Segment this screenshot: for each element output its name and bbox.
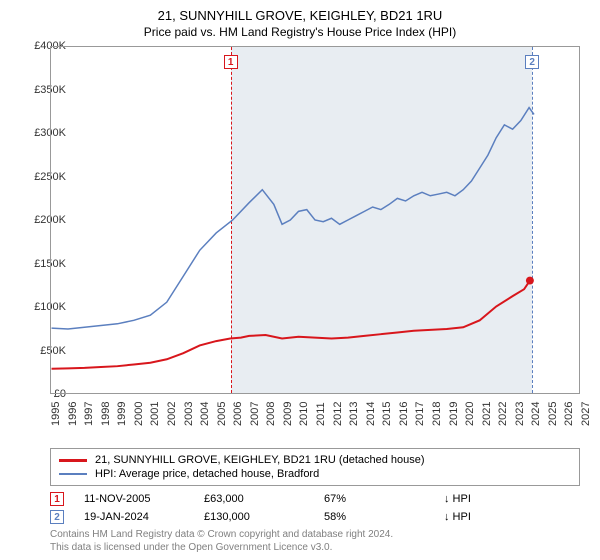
callout-marker: 1 <box>224 55 238 69</box>
x-tick-label: 2017 <box>414 402 426 426</box>
x-tick-label: 2024 <box>530 402 542 426</box>
chart-subtitle: Price paid vs. HM Land Registry's House … <box>0 23 600 43</box>
footer-attribution: Contains HM Land Registry data © Crown c… <box>50 528 580 554</box>
chart-container: 21, SUNNYHILL GROVE, KEIGHLEY, BD21 1RU … <box>0 0 600 560</box>
x-tick-label: 2006 <box>232 402 244 426</box>
transaction-price: £130,000 <box>204 511 304 523</box>
footer-line1: Contains HM Land Registry data © Crown c… <box>50 528 580 541</box>
legend-item: HPI: Average price, detached house, Brad… <box>59 467 571 481</box>
x-tick-label: 2005 <box>216 402 228 426</box>
transaction-row: 1 11-NOV-2005 £63,000 67% ↓ HPI <box>50 490 580 508</box>
x-tick-label: 2016 <box>398 402 410 426</box>
transaction-marker-box: 2 <box>50 510 64 524</box>
transaction-direction: ↓ HPI <box>444 511 471 523</box>
transaction-date: 11-NOV-2005 <box>84 493 184 505</box>
transaction-row: 2 19-JAN-2024 £130,000 58% ↓ HPI <box>50 508 580 526</box>
legend-swatch <box>59 473 87 475</box>
x-tick-label: 2020 <box>464 402 476 426</box>
x-tick-label: 2001 <box>149 402 161 426</box>
x-tick-label: 2007 <box>249 402 261 426</box>
x-tick-label: 1998 <box>100 402 112 426</box>
x-tick-label: 2008 <box>265 402 277 426</box>
x-tick-label: 2010 <box>298 402 310 426</box>
legend-label: HPI: Average price, detached house, Brad… <box>95 468 319 480</box>
x-tick-label: 2009 <box>282 402 294 426</box>
transaction-table: 1 11-NOV-2005 £63,000 67% ↓ HPI 2 19-JAN-2024 £… <box>50 490 580 526</box>
legend-item: 21, SUNNYHILL GROVE, KEIGHLEY, BD21 1RU … <box>59 453 571 467</box>
x-tick-label: 2021 <box>481 402 493 426</box>
x-tick-label: 2027 <box>580 402 592 426</box>
x-tick-label: 2025 <box>547 402 559 426</box>
legend: 21, SUNNYHILL GROVE, KEIGHLEY, BD21 1RU … <box>50 448 580 486</box>
x-tick-label: 2018 <box>431 402 443 426</box>
x-tick-label: 2013 <box>348 402 360 426</box>
transaction-pct: 67% <box>324 493 424 505</box>
series-line-price_paid <box>52 281 530 369</box>
x-tick-label: 2004 <box>199 402 211 426</box>
x-tick-label: 2019 <box>448 402 460 426</box>
x-tick-label: 2003 <box>183 402 195 426</box>
plot-box: 12 <box>50 46 580 394</box>
x-tick-label: 2014 <box>365 402 377 426</box>
transaction-marker-box: 1 <box>50 492 64 506</box>
transaction-date: 19-JAN-2024 <box>84 511 184 523</box>
plot-svg <box>51 47 579 393</box>
transaction-pct: 58% <box>324 511 424 523</box>
x-tick-label: 2023 <box>514 402 526 426</box>
series-line-hpi <box>52 108 534 329</box>
transaction-price: £63,000 <box>204 493 304 505</box>
x-tick-label: 2012 <box>332 402 344 426</box>
x-tick-label: 2022 <box>497 402 509 426</box>
x-tick-label: 2011 <box>315 402 327 426</box>
chart-title: 21, SUNNYHILL GROVE, KEIGHLEY, BD21 1RU <box>0 0 600 23</box>
x-tick-label: 1996 <box>67 402 79 426</box>
x-tick-label: 2026 <box>563 402 575 426</box>
x-tick-label: 1995 <box>50 402 62 426</box>
footer-line2: This data is licensed under the Open Gov… <box>50 541 580 554</box>
callout-marker: 2 <box>525 55 539 69</box>
x-tick-label: 2000 <box>133 402 145 426</box>
x-tick-label: 1997 <box>83 402 95 426</box>
x-tick-label: 2015 <box>381 402 393 426</box>
x-tick-label: 2002 <box>166 402 178 426</box>
x-tick-label: 1999 <box>116 402 128 426</box>
legend-swatch <box>59 459 87 462</box>
transaction-direction: ↓ HPI <box>444 493 471 505</box>
series-end-marker <box>526 277 534 285</box>
legend-label: 21, SUNNYHILL GROVE, KEIGHLEY, BD21 1RU … <box>95 454 425 466</box>
